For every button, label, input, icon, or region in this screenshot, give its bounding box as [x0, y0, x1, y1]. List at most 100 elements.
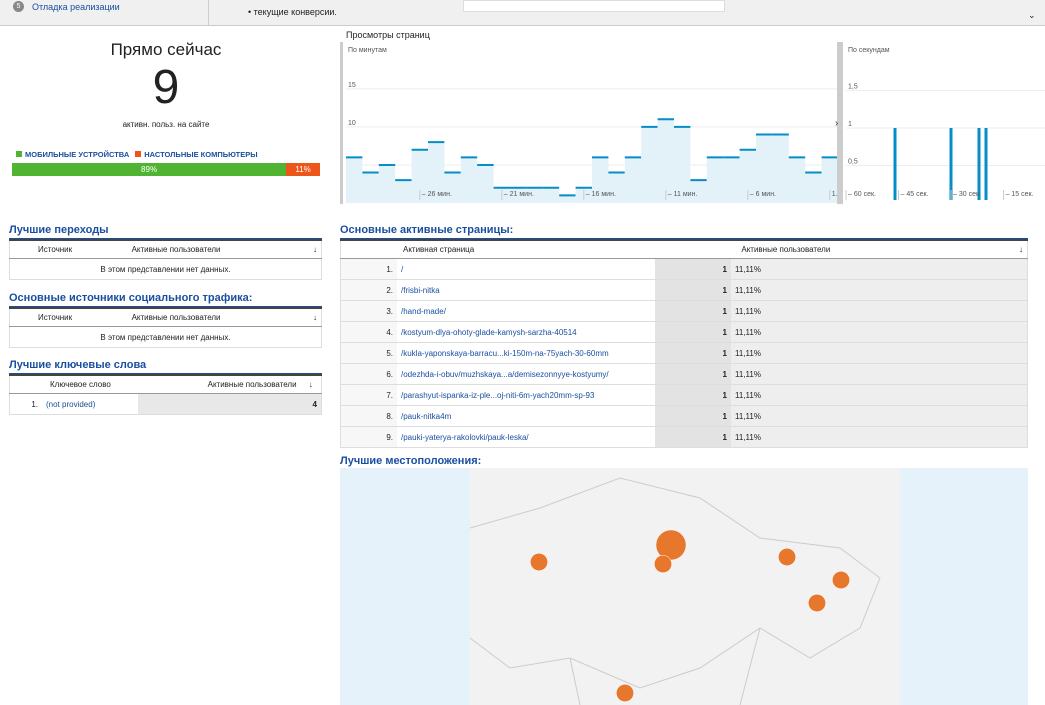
row-number: 6.	[340, 363, 397, 385]
legend-label: НАСТОЛЬНЫЕ КОМПЬЮТЕРЫ	[144, 150, 258, 159]
legend-swatch	[135, 151, 142, 157]
bullet-text: текущие конверсии.	[253, 7, 337, 17]
value-cell: 1	[655, 300, 731, 322]
page-link[interactable]: /odezhda-i-obuv/muzhskaya...a/demisezonn…	[397, 363, 655, 385]
x-tick-label: – 30 сек.	[953, 191, 981, 198]
table: Источник Активные пользователи ↓ В этом пре…	[9, 307, 322, 348]
header-row: Активная страница Активные пользователи ↓	[340, 239, 1028, 259]
percent-cell: 11,11%	[731, 384, 1028, 406]
percent-cell: 11,11%	[731, 426, 1028, 448]
x-tick-label: – 21 мин.	[504, 191, 534, 198]
bar	[411, 149, 428, 203]
bar	[756, 134, 773, 203]
white-box	[463, 0, 725, 12]
x-tick-label: – 45 сек.	[901, 191, 929, 198]
step-icon: 5	[13, 1, 24, 12]
page-link[interactable]: /kukla-yaponskaya-barracu...ki-150m-na-7…	[397, 342, 655, 364]
table: Активная страница Активные пользователи ↓ 1…	[340, 239, 1028, 448]
value-cell: 1	[655, 342, 731, 364]
legend-item: НАСТОЛЬНЫЕ КОМПЬЮТЕРЫ	[135, 150, 258, 159]
percent-cell: 11,11%	[731, 321, 1028, 343]
percent-cell: 11,11%	[731, 279, 1028, 301]
percent-cell: 11,11%	[731, 300, 1028, 322]
bar	[772, 134, 789, 203]
value-cell: 1	[655, 426, 731, 448]
header-cell: Ключевое слово	[9, 374, 139, 394]
bar	[526, 187, 543, 203]
y-tick-label: 0,5	[848, 159, 858, 166]
page-link[interactable]: /pauki-yaterya-rakolovki/pauk-leska/	[397, 426, 655, 448]
scroll-down[interactable]: ⌄	[1028, 10, 1036, 20]
bullet: • текущие конверсии.	[248, 7, 337, 17]
divider	[208, 0, 209, 25]
keyword-link[interactable]: (not provided)	[42, 393, 139, 415]
header-cell: Активная страница	[340, 239, 655, 259]
now-title: Прямо сейчас	[110, 40, 222, 59]
value-cell: 1	[655, 258, 731, 280]
x-tick-label: – 15 сек.	[1006, 191, 1034, 198]
bar	[821, 157, 838, 203]
bar	[362, 172, 379, 203]
chart-subtitle: По минутам	[348, 47, 387, 54]
page-link[interactable]: /pauk-nitka4m	[397, 405, 655, 427]
legend-item: МОБИЛЬНЫЕ УСТРОЙСТВА	[16, 150, 129, 159]
table: Ключевое слово Активные пользователи ↓ 1. (n…	[9, 374, 322, 415]
location-bubble	[808, 594, 826, 612]
row-number: 5.	[340, 342, 397, 364]
top-bar: 5 Отладка реализации • текущие конверсии…	[0, 0, 1045, 26]
now-count: 9	[152, 61, 180, 114]
value-cell: 1	[655, 321, 731, 343]
bar	[723, 157, 740, 203]
debug-link[interactable]: Отладка реализации	[32, 2, 120, 12]
row: 3./hand-made/1 11,11%	[340, 300, 1028, 322]
bar	[674, 126, 691, 203]
bar	[477, 164, 494, 203]
page-link[interactable]: /frisbi-nitka	[397, 279, 655, 301]
header-cell: Активные пользователи	[655, 239, 917, 259]
map	[340, 468, 1028, 705]
bar	[657, 119, 674, 203]
value-cell: 1	[655, 405, 731, 427]
y-tick-label: 10	[348, 120, 356, 127]
row-number: 8.	[340, 405, 397, 427]
row: В этом представлении нет данных.	[9, 326, 322, 348]
bar	[378, 164, 396, 203]
page-link[interactable]: /kostyum-dlya-ohoty-glade-kamysh-sarzha-…	[397, 321, 655, 343]
row: 6./odezhda-i-obuv/muzhskaya...a/demisezo…	[340, 363, 1028, 385]
bar	[805, 172, 822, 203]
page-link[interactable]: /parashyut-ispanka-iz-ple...oj-niti-6m-y…	[397, 384, 655, 406]
bar	[444, 172, 461, 203]
percent-cell: 11,11%	[731, 258, 1028, 280]
x-tick-label: – 16 мин.	[586, 191, 616, 198]
sort-icon: ↓	[300, 374, 322, 394]
section-title: Лучшие ключевые слова	[9, 359, 322, 374]
legend-label: МОБИЛЬНЫЕ УСТРОЙСТВА	[25, 150, 130, 159]
bar	[592, 157, 609, 203]
y-tick-label: 1,5	[848, 84, 858, 91]
row: 9./pauki-yaterya-rakolovki/pauk-leska/1 1…	[340, 426, 1028, 448]
pageviews-title: Просмотры страниц	[346, 30, 430, 40]
y-tick-label: 15	[348, 82, 356, 89]
row: 8./pauk-nitka4m 1 11,11%	[340, 405, 1028, 427]
location-bubble	[778, 548, 796, 566]
page-link[interactable]: /hand-made/	[397, 300, 655, 322]
legend-swatch	[16, 151, 22, 157]
row-number: 7.	[340, 384, 397, 406]
device-segment: 11%	[286, 163, 320, 176]
sort-icon: ↓	[916, 239, 1028, 259]
section-title: Лучшие переходы	[9, 224, 322, 239]
row: 5./kukla-yaponskaya-barracu...ki-150m-na…	[340, 342, 1028, 364]
value-cell: 1	[655, 279, 731, 301]
bar	[624, 157, 642, 203]
row: 7./parashyut-ispanka-iz-ple...oj-niti-6m…	[340, 384, 1028, 406]
bar	[428, 142, 445, 203]
x-tick-label: – 60 сек.	[848, 191, 876, 198]
sort-icon: ↓	[299, 307, 322, 327]
page-link[interactable]: /	[397, 258, 655, 280]
location-bubble	[654, 555, 672, 573]
bar	[510, 187, 527, 203]
bar	[346, 157, 363, 203]
section-title: Основные источники социального трафика:	[9, 292, 322, 307]
percent-cell: 11,11%	[731, 342, 1028, 364]
row-number: 3.	[340, 300, 397, 322]
